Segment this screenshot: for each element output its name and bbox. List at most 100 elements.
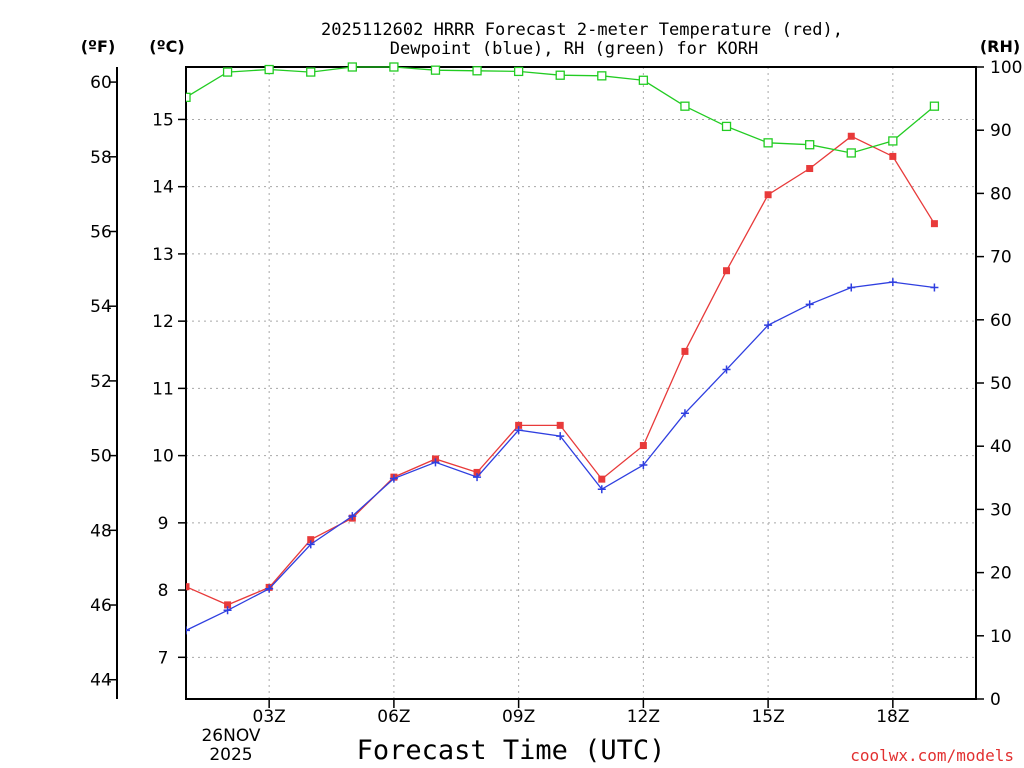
series-layer: [186, 62, 940, 635]
fahrenheit-tick-label: 48: [90, 521, 112, 541]
fahrenheit-tick-label: 56: [90, 222, 112, 242]
celsius-tick-label: 13: [152, 245, 174, 265]
rh-tick-label: 90: [990, 121, 1012, 141]
fahrenheit-tick-label: 50: [90, 447, 112, 467]
temperature-point: [847, 132, 855, 140]
rh-point: [222, 67, 233, 77]
rh-point: [186, 92, 191, 102]
chart-title-line-2: Dewpoint (blue), RH (green) for KORH: [390, 39, 758, 59]
rh-tick-label: 10: [990, 627, 1012, 647]
dewpoint-point: [805, 300, 814, 309]
fahrenheit-tick-label: 44: [90, 671, 112, 691]
rh-unit-label: (RH): [980, 37, 1020, 56]
dewpoint-point: [722, 365, 731, 374]
temperature-point: [186, 583, 190, 591]
temperature-point: [930, 220, 938, 228]
rh-tick-label: 60: [990, 311, 1012, 331]
dewpoint-point: [680, 409, 689, 418]
temperature-point: [764, 191, 772, 199]
celsius-tick-label: 14: [152, 178, 174, 198]
celsius-tick-label: 7: [158, 648, 169, 668]
celsius-axis: 7 8 9 10 11 12 13 14 15: [152, 110, 186, 668]
x-tick-label: 06Z: [377, 707, 410, 727]
fahrenheit-tick-label: 46: [90, 596, 112, 616]
celsius-tick-label: 11: [152, 379, 174, 399]
dewpoint-point: [473, 473, 482, 482]
rh-series: [186, 62, 940, 158]
rh-tick-label: 70: [990, 248, 1012, 268]
rh-point: [264, 64, 274, 75]
dewpoint-point: [556, 432, 565, 441]
x-axis: 03Z 06Z 09Z 12Z 15Z 18Z: [253, 699, 909, 727]
celsius-tick-label: 15: [152, 110, 174, 130]
rh-tick-label: 20: [990, 564, 1012, 584]
temperature-point: [598, 475, 606, 483]
temperature-point: [723, 267, 731, 275]
fahrenheit-tick-label: 54: [90, 297, 112, 317]
rh-tick-label: 100: [990, 58, 1022, 78]
fahrenheit-tick-label: 52: [90, 372, 112, 392]
rh-point: [763, 138, 773, 148]
dewpoint-point: [389, 474, 398, 483]
dewpoint-point: [306, 540, 315, 549]
date-label-year: 2025: [209, 745, 252, 765]
temperature-point: [307, 536, 315, 544]
rh-point: [929, 101, 940, 111]
x-tick-label: 15Z: [751, 707, 784, 727]
dewpoint-series: [186, 278, 939, 635]
temperature-point: [556, 421, 564, 429]
fahrenheit-tick-label: 58: [90, 148, 112, 168]
celsius-tick-label: 8: [158, 581, 169, 601]
temperature-point: [639, 442, 647, 450]
dewpoint-point: [348, 512, 357, 521]
fahrenheit-unit-label: (ºF): [81, 37, 116, 56]
rh-tick-label: 30: [990, 500, 1012, 520]
dewpoint-point: [888, 278, 897, 287]
celsius-tick-label: 9: [158, 514, 169, 534]
rh-point: [389, 62, 399, 72]
rh-point: [805, 140, 815, 150]
dewpoint-point: [186, 626, 190, 635]
dewpoint-point: [514, 426, 523, 435]
dewpoint-point: [764, 321, 773, 330]
temperature-point: [224, 601, 232, 609]
fahrenheit-axis: 44 46 48 50 52 54 56 58 60: [90, 73, 117, 691]
rh-point: [888, 136, 898, 146]
dewpoint-point: [265, 584, 274, 593]
rh-point: [597, 71, 607, 81]
temperature-point: [806, 165, 814, 173]
chart-title-line-1: 2025112602 HRRR Forecast 2-meter Tempera…: [321, 20, 843, 40]
rh-tick-label: 40: [990, 437, 1012, 457]
celsius-unit-label: (ºC): [149, 37, 184, 56]
x-tick-label: 03Z: [253, 707, 286, 727]
rh-point: [721, 121, 732, 132]
x-tick-label: 18Z: [876, 707, 909, 727]
temperature-point: [473, 468, 481, 476]
temperature-point: [515, 421, 523, 429]
rh-point: [472, 66, 482, 76]
dewpoint-point: [639, 461, 648, 470]
credit-text: coolwx.com/models: [850, 746, 1014, 765]
dewpoint-point: [930, 283, 939, 292]
rh-axis: 0 10 20 30 40 50 60 70 80 90 100: [976, 58, 1022, 710]
rh-point: [347, 62, 357, 72]
dewpoint-point: [597, 485, 606, 494]
date-label-day: 26NOV: [201, 726, 260, 746]
celsius-tick-label: 10: [152, 447, 174, 467]
dewpoint-point: [431, 458, 440, 467]
temperature-point: [681, 347, 689, 355]
rh-tick-label: 80: [990, 184, 1012, 204]
rh-tick-label: 50: [990, 374, 1012, 394]
rh-point: [555, 70, 565, 80]
x-tick-label: 09Z: [502, 707, 535, 727]
rh-point: [846, 148, 856, 158]
x-axis-label: Forecast Time (UTC): [357, 735, 666, 766]
temperature-point: [889, 152, 897, 160]
rh-tick-label: 0: [990, 690, 1001, 710]
rh-point: [430, 65, 441, 75]
x-tick-label: 12Z: [627, 707, 660, 727]
fahrenheit-tick-label: 60: [90, 73, 112, 93]
dewpoint-point: [223, 606, 232, 615]
